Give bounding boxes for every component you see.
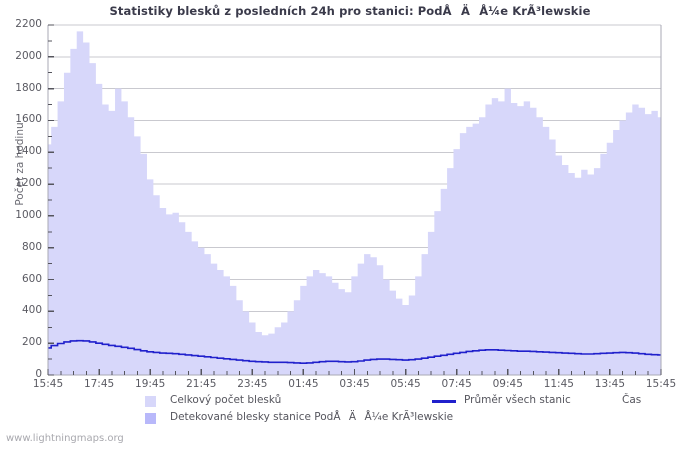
series-layer (48, 31, 661, 376)
legend-swatch-total (145, 396, 156, 407)
x-tick-label: 11:45 (543, 378, 574, 390)
y-tick-label: 1800 (15, 81, 42, 94)
legend-label-station: Detekované blesky stanice PodÅÄÅ¼e KrÃ… (170, 411, 454, 423)
area-series-0 (48, 31, 661, 376)
legend-label-average: Průměr všech stanic (464, 394, 571, 406)
x-tick-label: 13:45 (594, 378, 626, 390)
y-tick-label: 200 (21, 336, 42, 349)
tick-marks (47, 24, 662, 376)
x-tick-label: 15:45 (32, 378, 64, 390)
chart-legend: Celkový počet blesků Detekované blesky s… (0, 392, 700, 428)
y-tick-label: 2000 (15, 49, 42, 62)
x-tick-label: 03:45 (339, 378, 370, 390)
x-tick-label: 01:45 (288, 378, 319, 390)
legend-label-total: Celkový počet blesků (170, 394, 282, 406)
site-footer: www.lightningmaps.org (6, 433, 124, 444)
y-tick-label: 400 (21, 304, 42, 317)
x-tick-label: 05:45 (390, 378, 421, 390)
legend-swatch-station (145, 413, 156, 424)
y-tick-label: 800 (21, 240, 42, 253)
x-tick-label: 17:45 (83, 378, 115, 390)
line-series-0 (48, 339, 661, 365)
y-tick-label: 0 (35, 368, 42, 380)
x-tick-label: 19:45 (135, 378, 166, 390)
chart-title: Statistiky blesků z posledních 24h pro s… (109, 4, 591, 18)
x-tick-label: 09:45 (492, 378, 523, 390)
y-tick-label: 1600 (15, 113, 42, 126)
y-tick-label: 2200 (15, 18, 42, 30)
y-tick-label: 1200 (15, 177, 42, 190)
x-tick-label: 21:45 (186, 378, 217, 390)
x-axis-label: Čas (622, 394, 642, 406)
x-tick-label: 07:45 (441, 378, 472, 390)
y-tick-label: 1000 (15, 208, 42, 221)
x-tick-label: 23:45 (237, 378, 268, 390)
y-tick-label: 600 (21, 272, 42, 285)
x-tick-label: 15:45 (645, 378, 677, 390)
legend-line-average (432, 400, 456, 403)
y-tick-label: 1400 (15, 145, 42, 158)
